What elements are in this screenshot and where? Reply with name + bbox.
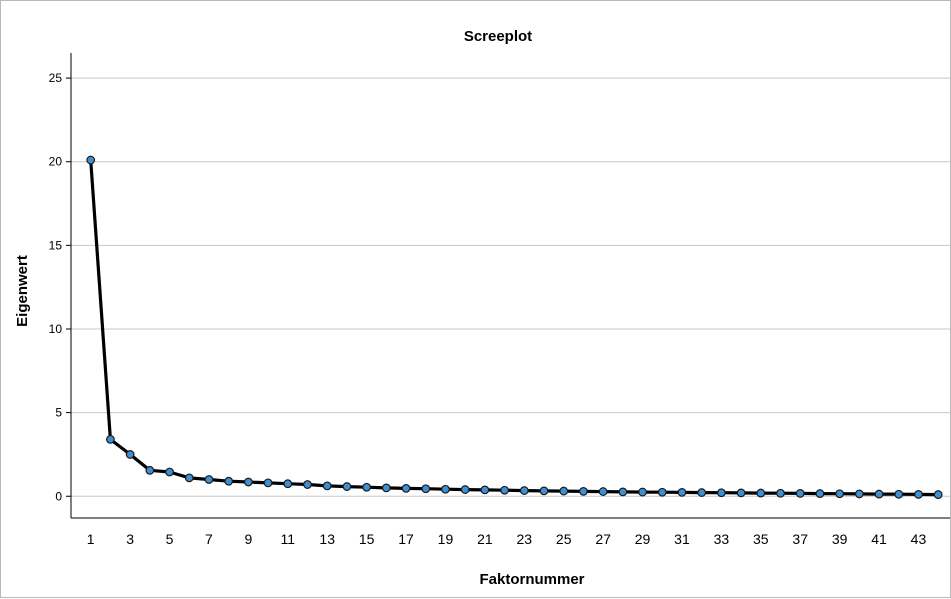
x-tick-labels: 1 3 5 7 9 11 13 15 17 19 21 23 25 27 29 31 33 35 37 39 41 43	[87, 531, 927, 547]
data-point	[519, 486, 529, 495]
eigenvalue-series	[86, 155, 943, 499]
data-point	[756, 488, 766, 498]
x-tick-label: 15	[359, 531, 375, 547]
y-tick-label: 10	[49, 322, 63, 336]
data-point	[500, 485, 509, 495]
series-line	[89, 158, 940, 497]
data-point	[914, 490, 923, 499]
y-tick-label: 15	[49, 238, 63, 252]
data-point	[776, 488, 785, 498]
data-point	[894, 489, 904, 499]
data-point	[303, 480, 312, 489]
data-point	[480, 485, 490, 495]
x-tick-label: 41	[871, 531, 887, 547]
x-tick-label: 37	[792, 531, 808, 547]
x-tick-label: 35	[753, 531, 769, 547]
data-point	[322, 481, 332, 491]
y-tick-labels: 0 5 10 15 20 25	[49, 71, 63, 503]
data-point	[381, 483, 391, 493]
x-tick-label: 23	[517, 531, 533, 547]
data-point	[815, 489, 825, 498]
data-point	[598, 487, 608, 496]
data-point	[638, 487, 647, 497]
data-point	[795, 489, 805, 498]
x-tick-label: 19	[438, 531, 454, 547]
x-tick-label: 7	[205, 531, 213, 547]
x-tick-label: 25	[556, 531, 572, 547]
data-point	[421, 484, 431, 494]
y-tick-label: 20	[49, 155, 63, 169]
x-tick-label: 29	[635, 531, 651, 547]
data-point	[736, 488, 746, 498]
data-point	[224, 476, 234, 486]
x-tick-label: 3	[126, 531, 134, 547]
data-point	[854, 489, 864, 499]
x-tick-label: 5	[166, 531, 174, 547]
data-point	[145, 465, 155, 475]
data-point	[342, 482, 352, 491]
grid-lines	[71, 77, 950, 497]
y-tick-label: 5	[55, 406, 62, 420]
x-tick-label: 33	[714, 531, 730, 547]
y-tick-label: 0	[55, 489, 62, 503]
data-point	[539, 486, 549, 496]
data-point	[697, 488, 707, 497]
data-point	[263, 478, 273, 488]
data-point	[106, 434, 115, 444]
data-point	[933, 490, 943, 499]
x-tick-label: 13	[319, 531, 335, 547]
data-point	[874, 489, 884, 499]
y-tick-label: 25	[49, 71, 63, 85]
chart-title: Screeplot	[464, 28, 532, 45]
x-tick-label: 43	[911, 531, 927, 547]
data-point	[86, 155, 96, 165]
axes	[66, 53, 950, 519]
x-axis-label: Faktornummer	[479, 571, 584, 588]
data-point	[618, 487, 628, 497]
data-point	[579, 487, 588, 496]
data-point	[441, 484, 450, 494]
data-point	[460, 485, 470, 494]
data-point	[657, 487, 667, 497]
x-tick-label: 21	[477, 531, 493, 547]
x-tick-label: 27	[595, 531, 611, 547]
data-point	[362, 482, 372, 492]
data-point	[401, 483, 411, 493]
x-tick-label: 11	[281, 531, 296, 547]
x-tick-label: 1	[87, 531, 95, 547]
data-point	[184, 473, 194, 483]
data-point	[716, 488, 726, 498]
data-point	[835, 489, 845, 499]
x-tick-label: 39	[832, 531, 848, 547]
x-tick-label: 17	[398, 531, 414, 547]
data-point	[243, 477, 253, 487]
data-point	[283, 479, 293, 489]
data-point	[165, 467, 174, 477]
y-axis-label: Eigenwert	[14, 255, 31, 327]
x-tick-label: 31	[674, 531, 690, 547]
data-point	[559, 486, 569, 496]
data-point	[125, 450, 135, 459]
x-tick-label: 9	[244, 531, 252, 547]
data-point	[677, 488, 687, 497]
data-point	[204, 475, 214, 484]
